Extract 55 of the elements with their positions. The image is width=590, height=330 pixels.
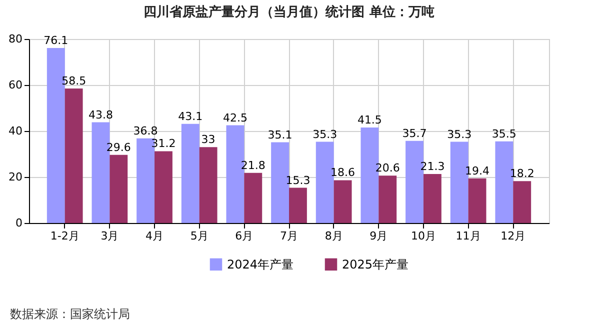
x-tick-label: 6月 xyxy=(235,230,254,242)
x-tick-label: 4月 xyxy=(146,230,164,242)
x-tick-label: 11月 xyxy=(456,230,481,242)
data-label: 31.2 xyxy=(151,137,176,150)
data-label: 21.8 xyxy=(240,158,266,172)
data-label: 35.1 xyxy=(268,128,292,142)
chart-title: 四川省原盐产量分月（当月值）统计图 单位：万吨 xyxy=(144,4,434,20)
y-tick-label: 40 xyxy=(8,124,22,138)
data-label: 43.1 xyxy=(178,110,203,123)
y-tick-label: 60 xyxy=(8,78,22,92)
x-tick-label: 8月 xyxy=(324,230,343,242)
data-label: 41.5 xyxy=(357,114,382,127)
data-label: 35.3 xyxy=(447,128,472,141)
data-label: 20.6 xyxy=(375,162,400,175)
bar xyxy=(244,172,262,223)
bar xyxy=(271,142,289,223)
data-label: 43.8 xyxy=(88,108,113,122)
y-tick-label: 0 xyxy=(16,216,22,230)
x-tick-label: 12月 xyxy=(500,230,526,242)
data-label: 58.5 xyxy=(62,74,86,88)
data-label: 33 xyxy=(201,133,216,146)
bar xyxy=(513,181,532,223)
bar xyxy=(110,154,128,223)
data-label: 21.3 xyxy=(420,160,445,174)
x-tick-label: 7月 xyxy=(280,230,298,242)
source-note: 数据来源：国家统计局 xyxy=(10,306,130,323)
x-tick-label: 10月 xyxy=(410,230,436,242)
data-label: 42.5 xyxy=(222,111,248,124)
data-label: 76.1 xyxy=(44,34,68,47)
x-tick-label: 3月 xyxy=(100,230,119,242)
x-tick-label: 1-2月 xyxy=(50,230,80,242)
bar xyxy=(154,151,172,223)
y-tick-label: 80 xyxy=(8,32,22,46)
bar xyxy=(199,147,218,223)
x-tick-label: 9月 xyxy=(370,230,388,242)
data-label: 35.5 xyxy=(492,127,516,140)
data-label: 15.3 xyxy=(286,174,310,187)
bar xyxy=(181,124,200,223)
bar xyxy=(423,174,442,223)
data-label: 19.4 xyxy=(465,164,490,178)
legend-label: 2024年产量 xyxy=(227,257,294,272)
x-tick-label: 5月 xyxy=(190,230,208,242)
data-label: 18.2 xyxy=(510,167,534,180)
data-label: 36.8 xyxy=(133,124,158,138)
bar xyxy=(64,88,83,223)
data-label: 35.3 xyxy=(312,128,338,141)
legend-label: 2025年产量 xyxy=(342,257,409,272)
data-label: 35.7 xyxy=(402,126,427,140)
data-label: 29.6 xyxy=(106,140,131,154)
bar xyxy=(468,178,486,223)
bar xyxy=(289,188,307,223)
bar xyxy=(378,176,397,223)
bar xyxy=(334,180,352,223)
y-tick-label: 20 xyxy=(8,170,22,184)
data-label: 18.6 xyxy=(330,166,356,180)
